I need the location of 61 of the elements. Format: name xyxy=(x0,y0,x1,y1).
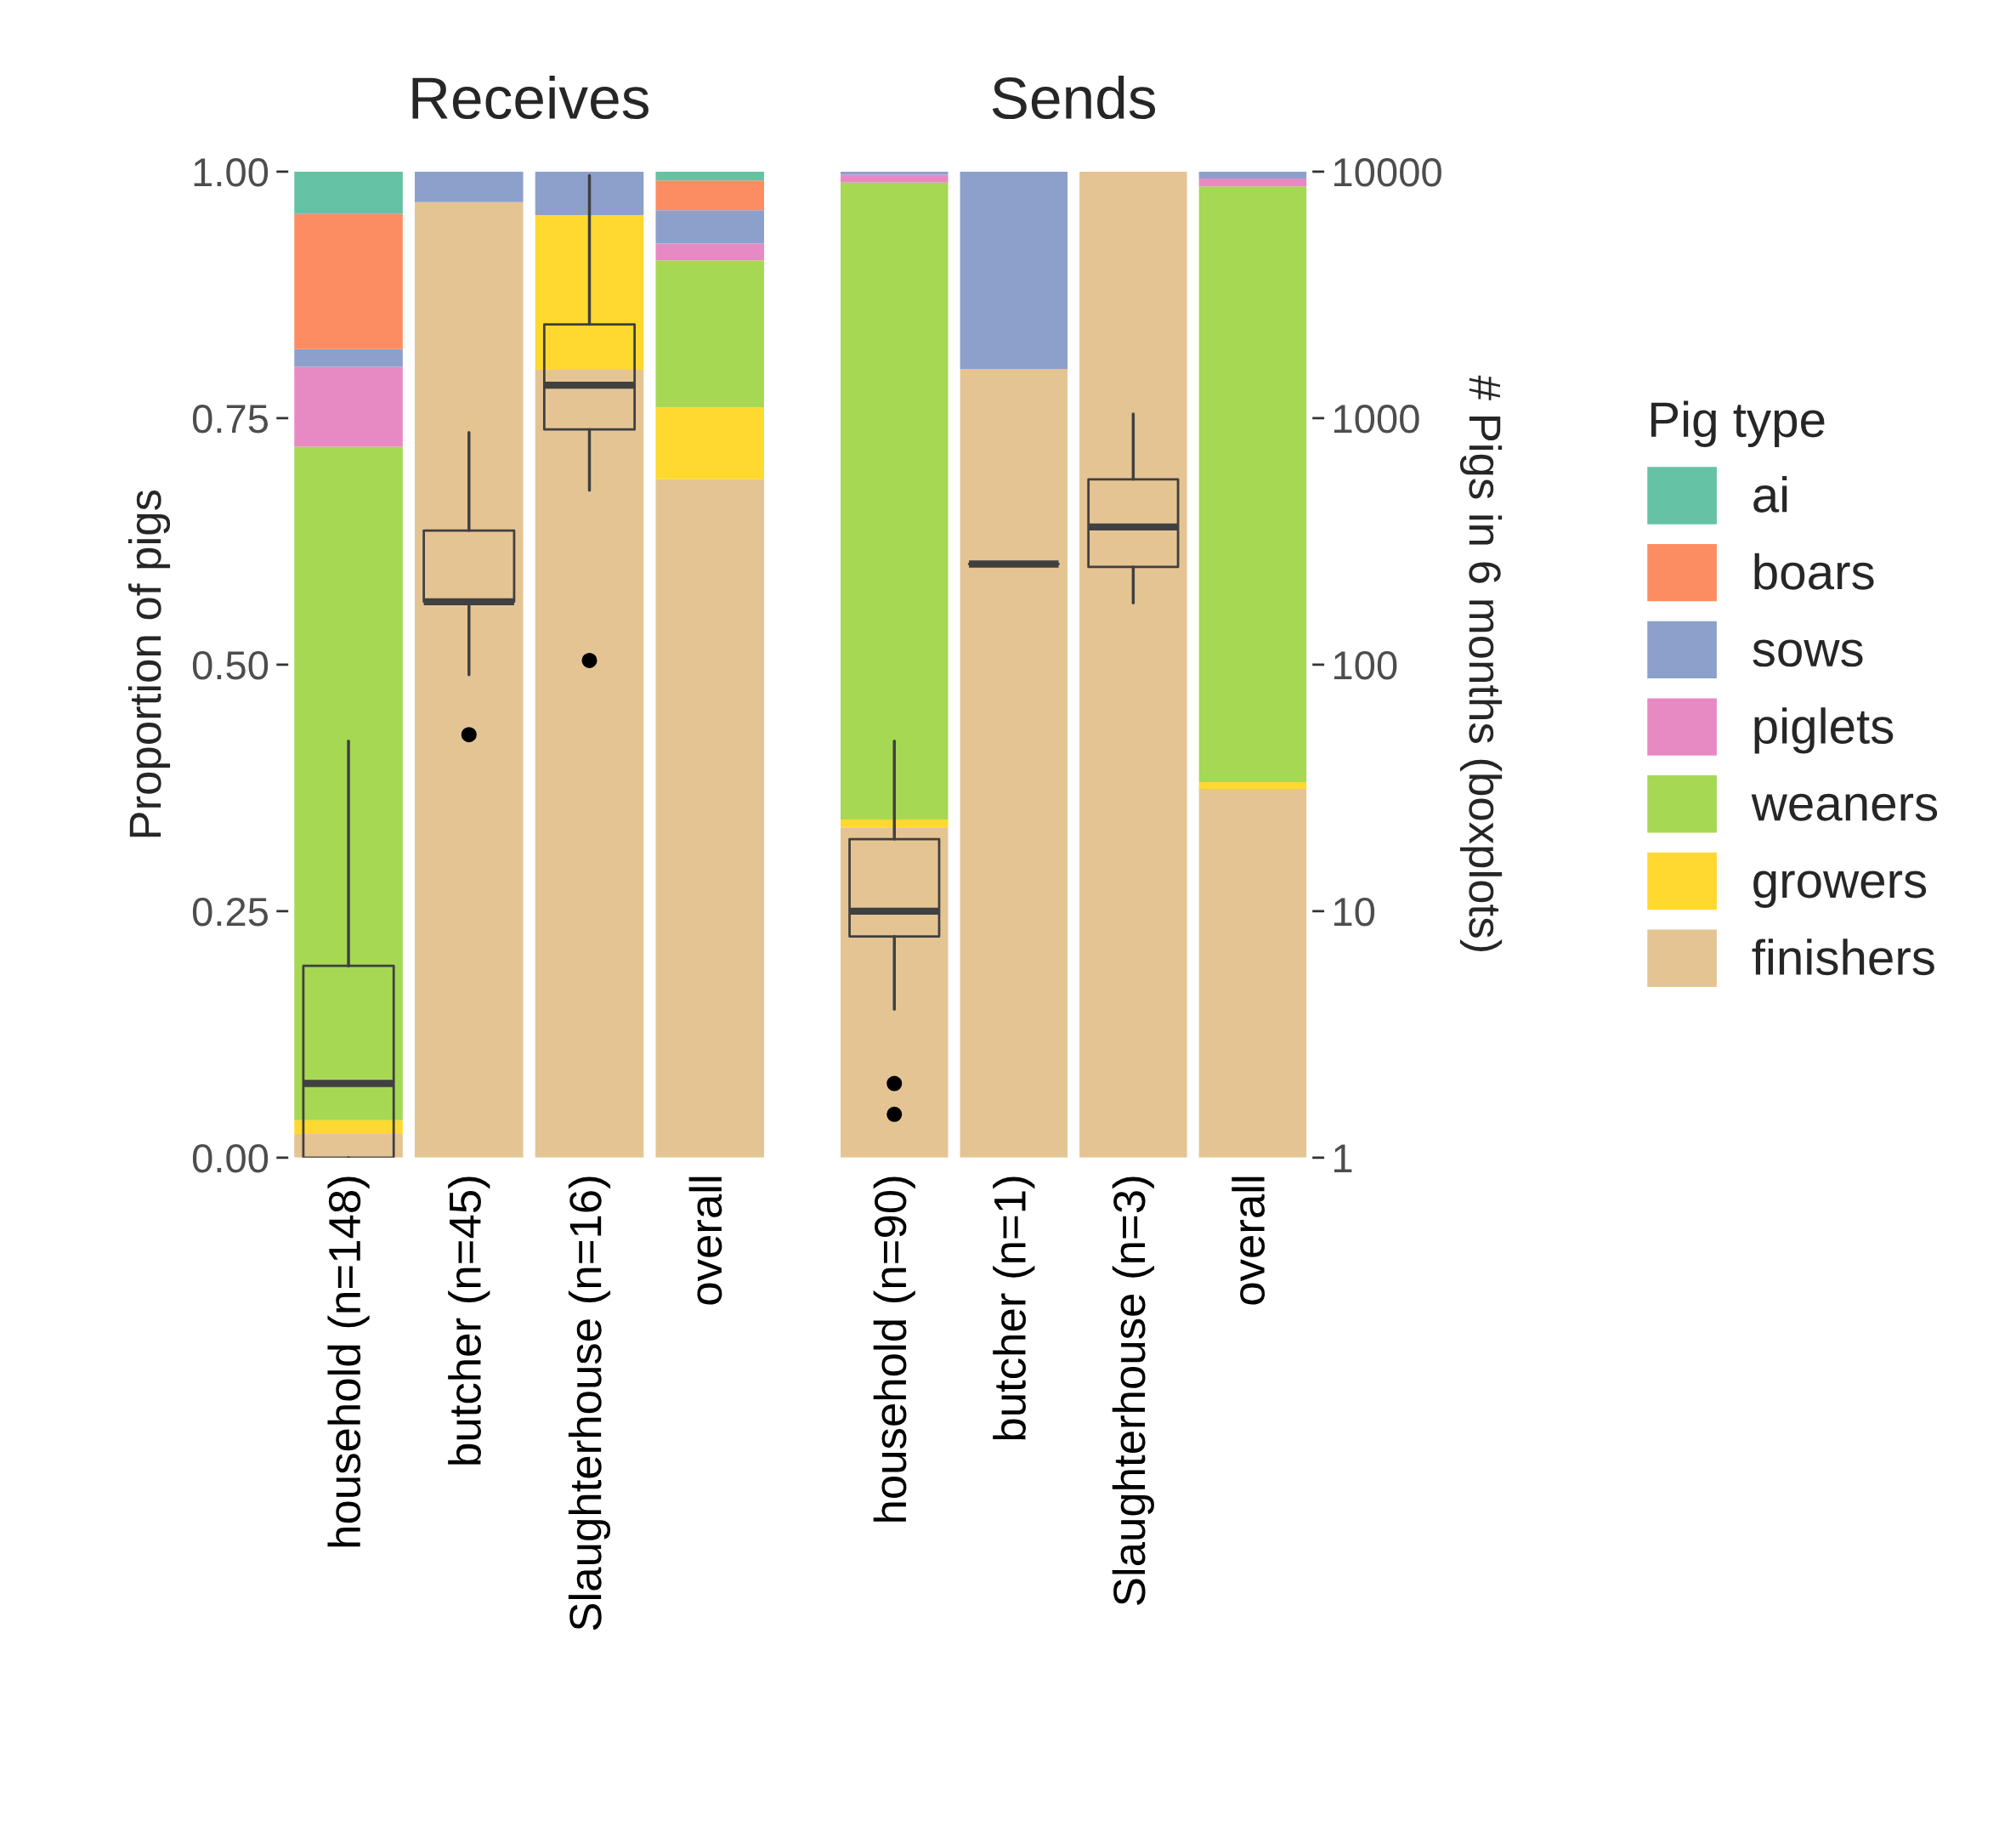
bar xyxy=(960,368,1068,1158)
x-tick-label: butcher (n=45) xyxy=(448,1177,490,1465)
bar xyxy=(841,827,949,1158)
bar xyxy=(841,182,949,819)
bar xyxy=(1198,171,1307,179)
bar xyxy=(294,213,403,349)
bar xyxy=(1079,171,1187,1158)
chart-title: Receives xyxy=(412,76,648,120)
bar xyxy=(415,201,524,1158)
legend-label: boars xyxy=(1754,553,1874,590)
x-tick-label: overall xyxy=(1232,1177,1266,1305)
bar xyxy=(415,171,524,202)
legend-label: finishers xyxy=(1752,939,1934,976)
bar xyxy=(655,260,765,408)
bar xyxy=(960,171,1068,369)
bar xyxy=(294,446,403,1120)
bar xyxy=(1198,789,1307,1158)
y2-tick-label: 1 xyxy=(1334,1144,1352,1172)
bar xyxy=(655,479,765,1158)
bar xyxy=(655,210,765,244)
bar xyxy=(294,1133,403,1158)
y-tick-label: 0.75 xyxy=(192,405,268,434)
y2-tick-label: 10 xyxy=(1334,897,1375,927)
bar xyxy=(655,171,765,181)
y2-tick-label: 100 xyxy=(1334,651,1397,680)
legend-label: growers xyxy=(1753,870,1927,909)
x-tick-label: Slaughterhouse (n=3) xyxy=(1112,1177,1154,1605)
x-tick-label: butcher (n=1) xyxy=(993,1177,1035,1440)
legend-label: sows xyxy=(1753,639,1863,667)
y-axis-title: Proportion of pigs xyxy=(127,490,171,837)
legend-label: weaners xyxy=(1751,793,1938,821)
bar xyxy=(655,243,765,261)
y-tick-label: 0.25 xyxy=(192,897,268,927)
x-tick-label: household (n=90) xyxy=(873,1177,915,1522)
bar xyxy=(655,407,765,479)
bar xyxy=(294,349,403,367)
bar xyxy=(841,174,949,183)
bar xyxy=(535,214,644,371)
y-tick-label: 0.00 xyxy=(192,1143,269,1173)
bar xyxy=(294,1120,403,1134)
y2-axis-title: # Pigs in 6 months (boxplots) xyxy=(1459,375,1503,951)
chart-title: Sends xyxy=(992,76,1156,120)
y2-tick-label: 10000 xyxy=(1334,158,1441,187)
legend-label: piglets xyxy=(1754,707,1894,754)
bar xyxy=(1198,186,1307,782)
bar xyxy=(1198,179,1307,187)
bar xyxy=(294,171,403,214)
y-tick-label: 1.00 xyxy=(194,158,269,187)
bar xyxy=(841,819,949,828)
bar xyxy=(535,370,644,1158)
x-tick-label: Slaughterhouse (n=16) xyxy=(568,1177,611,1630)
x-tick-label: overall xyxy=(688,1177,722,1305)
bar xyxy=(535,171,644,215)
y2-tick-label: 1000 xyxy=(1334,405,1419,434)
legend-title: Pig type xyxy=(1651,400,1825,447)
y-tick-label: 0.50 xyxy=(192,651,269,680)
legend-label: ai xyxy=(1753,476,1787,513)
bar xyxy=(294,366,403,447)
x-tick-label: household (n=148) xyxy=(327,1177,370,1547)
bar xyxy=(1198,781,1307,790)
bar xyxy=(655,180,765,211)
